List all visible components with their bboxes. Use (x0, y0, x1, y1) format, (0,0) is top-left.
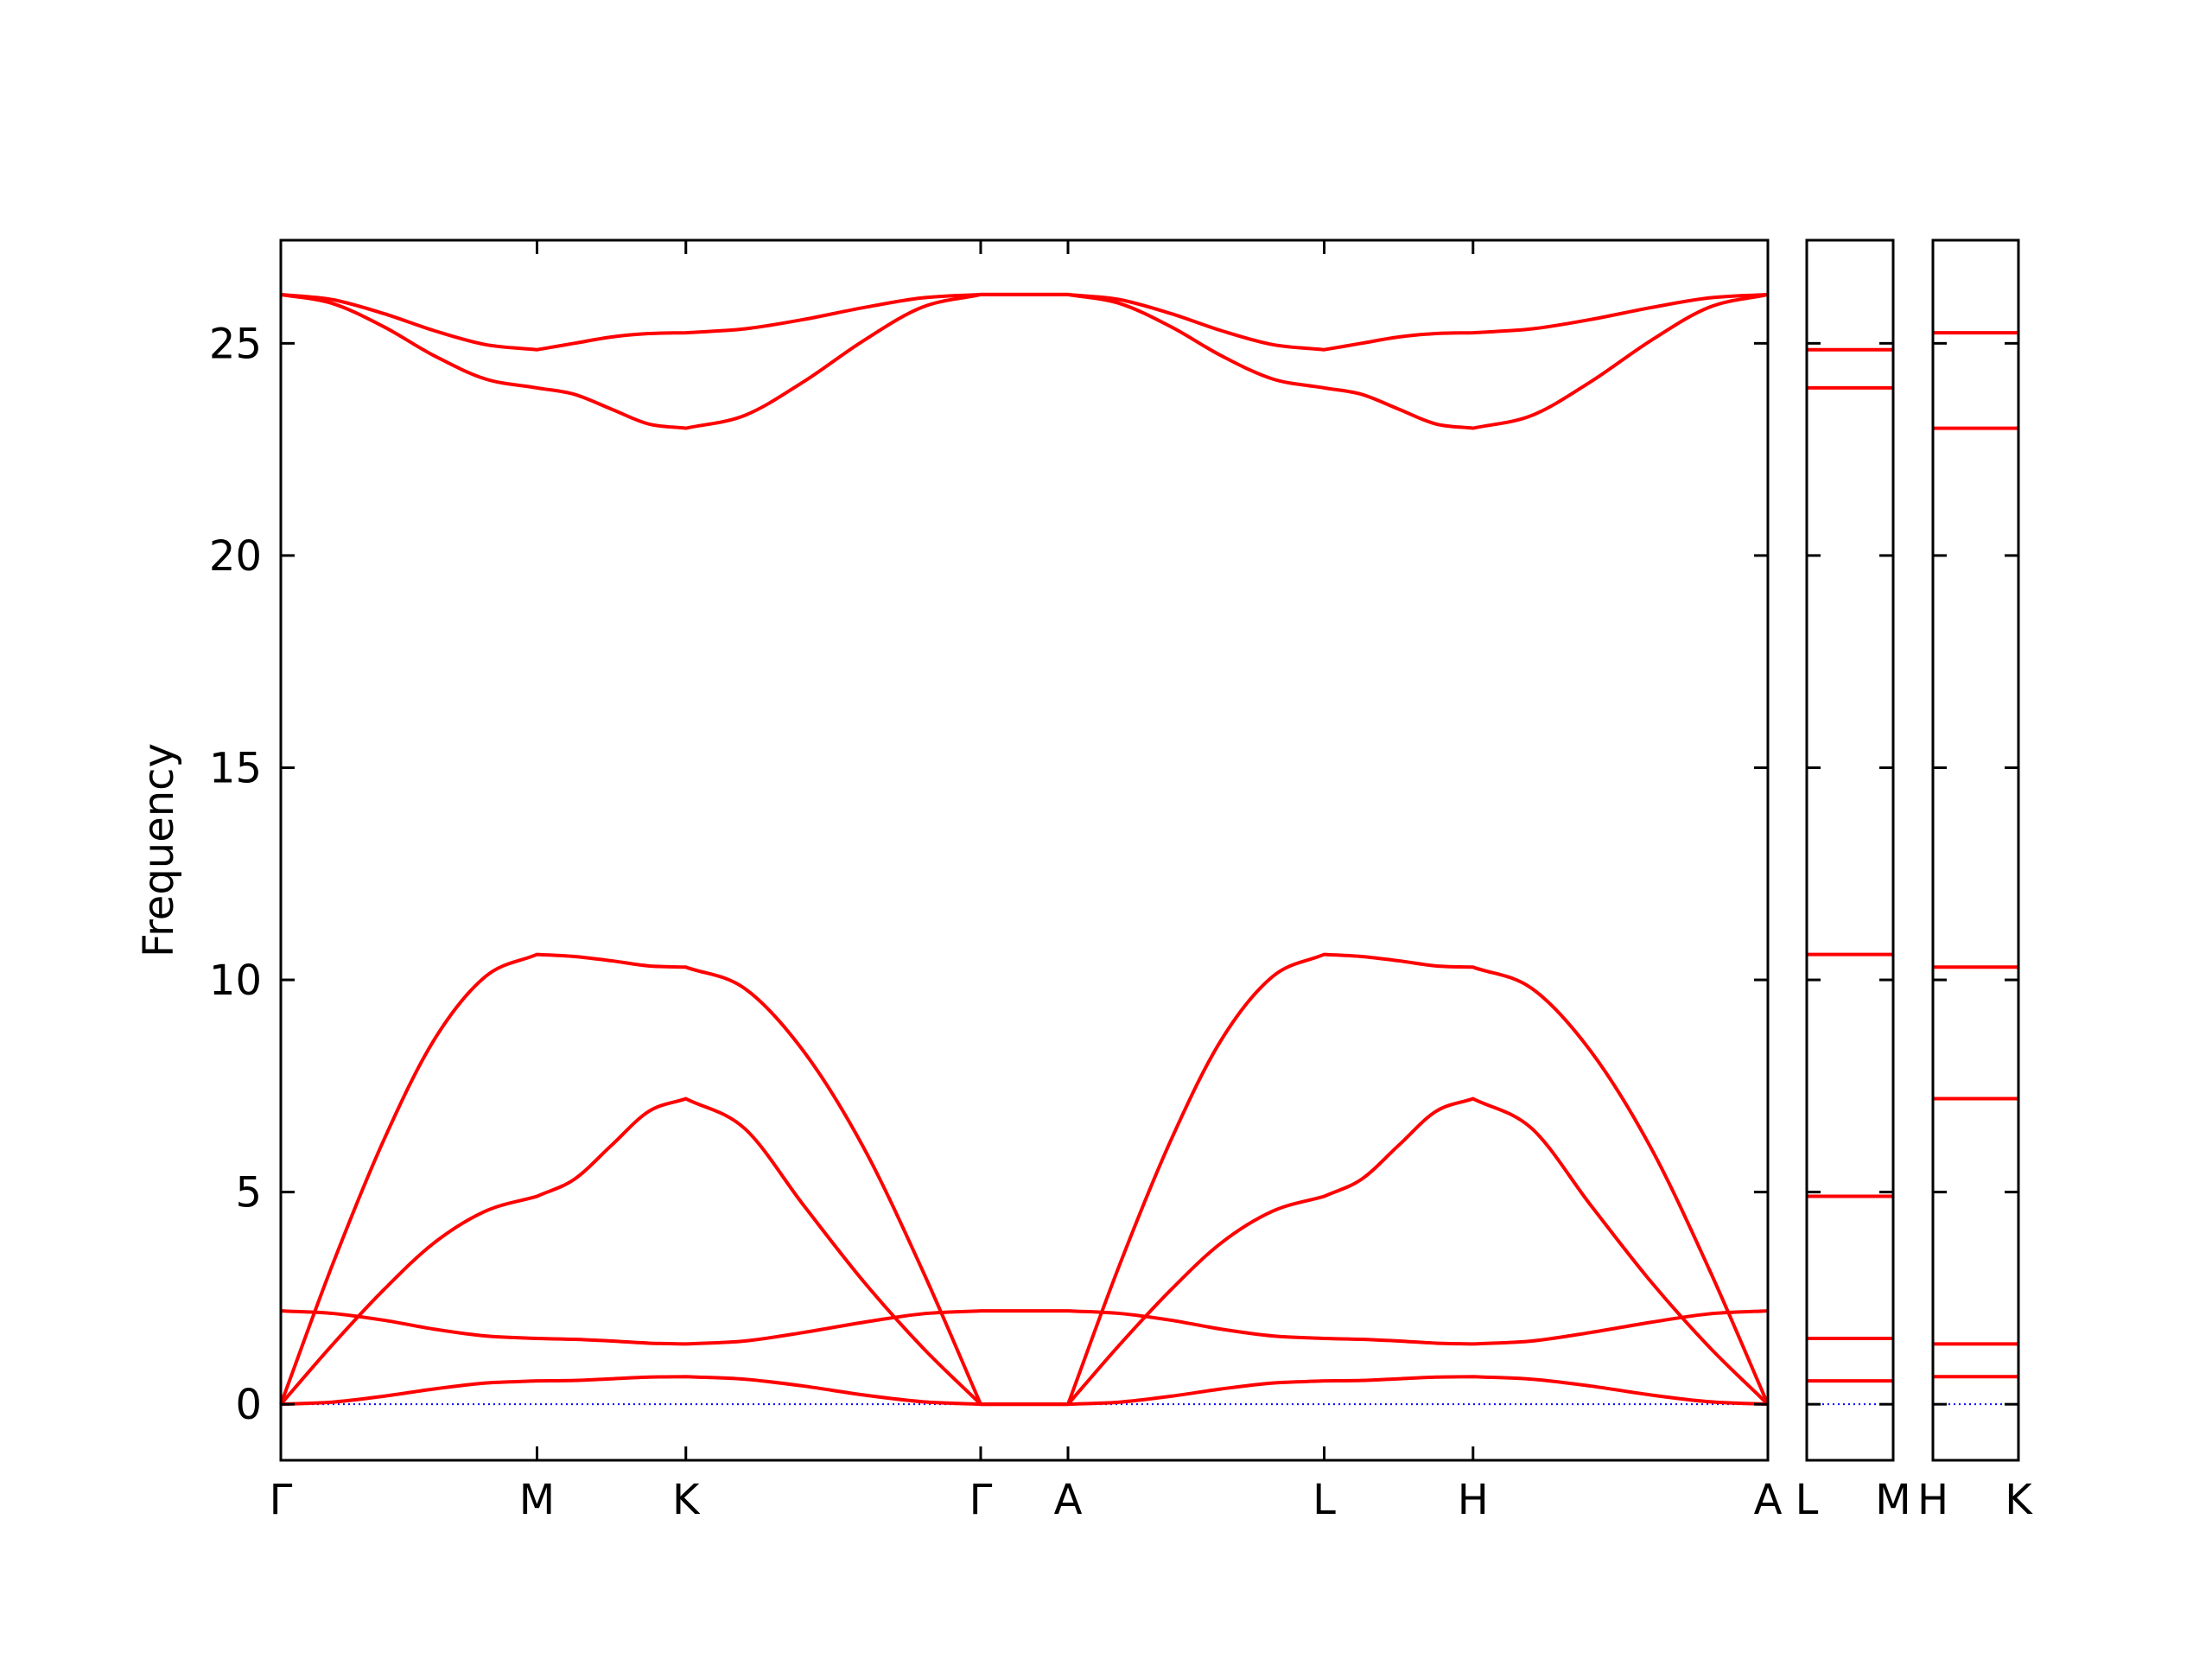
band-line (280, 292, 1769, 430)
band-line (280, 1309, 1769, 1346)
band-line (280, 292, 1769, 352)
x-tick-label: M (519, 1476, 555, 1524)
x-tick-label: K (672, 1476, 701, 1524)
band-line (279, 952, 1770, 1407)
band-line (280, 1375, 1769, 1407)
x-tick-label: L (1313, 1476, 1336, 1524)
y-tick-label: 25 (209, 320, 262, 368)
x-tick-label: H (1917, 1476, 1948, 1524)
y-tick-label: 10 (209, 957, 262, 1005)
x-tick-label: A (1754, 1476, 1783, 1524)
x-tick-label: L (1796, 1476, 1819, 1524)
y-tick-label: 20 (209, 532, 262, 581)
x-tick-label: A (1054, 1476, 1083, 1524)
panel: 0 5 10 15 20 25 Γ M K Γ A L H A Frequency (135, 238, 1783, 1524)
y-tick-label: 0 (235, 1381, 262, 1429)
x-tick-label: Γ (969, 1476, 993, 1524)
x-tick-label: M (1875, 1476, 1910, 1524)
axes-frame (279, 238, 1770, 1462)
axes-frame (1805, 238, 1895, 1462)
y-tick-label: 5 (235, 1169, 262, 1217)
axes-frame (1931, 238, 2020, 1462)
band-line (279, 1096, 1770, 1407)
x-tick-label: H (1458, 1476, 1489, 1524)
y-tick-label: 15 (209, 744, 262, 792)
x-tick-label: Γ (270, 1476, 293, 1524)
y-axis-label: Frequency (135, 743, 183, 957)
x-tick-label: K (2005, 1476, 2033, 1524)
